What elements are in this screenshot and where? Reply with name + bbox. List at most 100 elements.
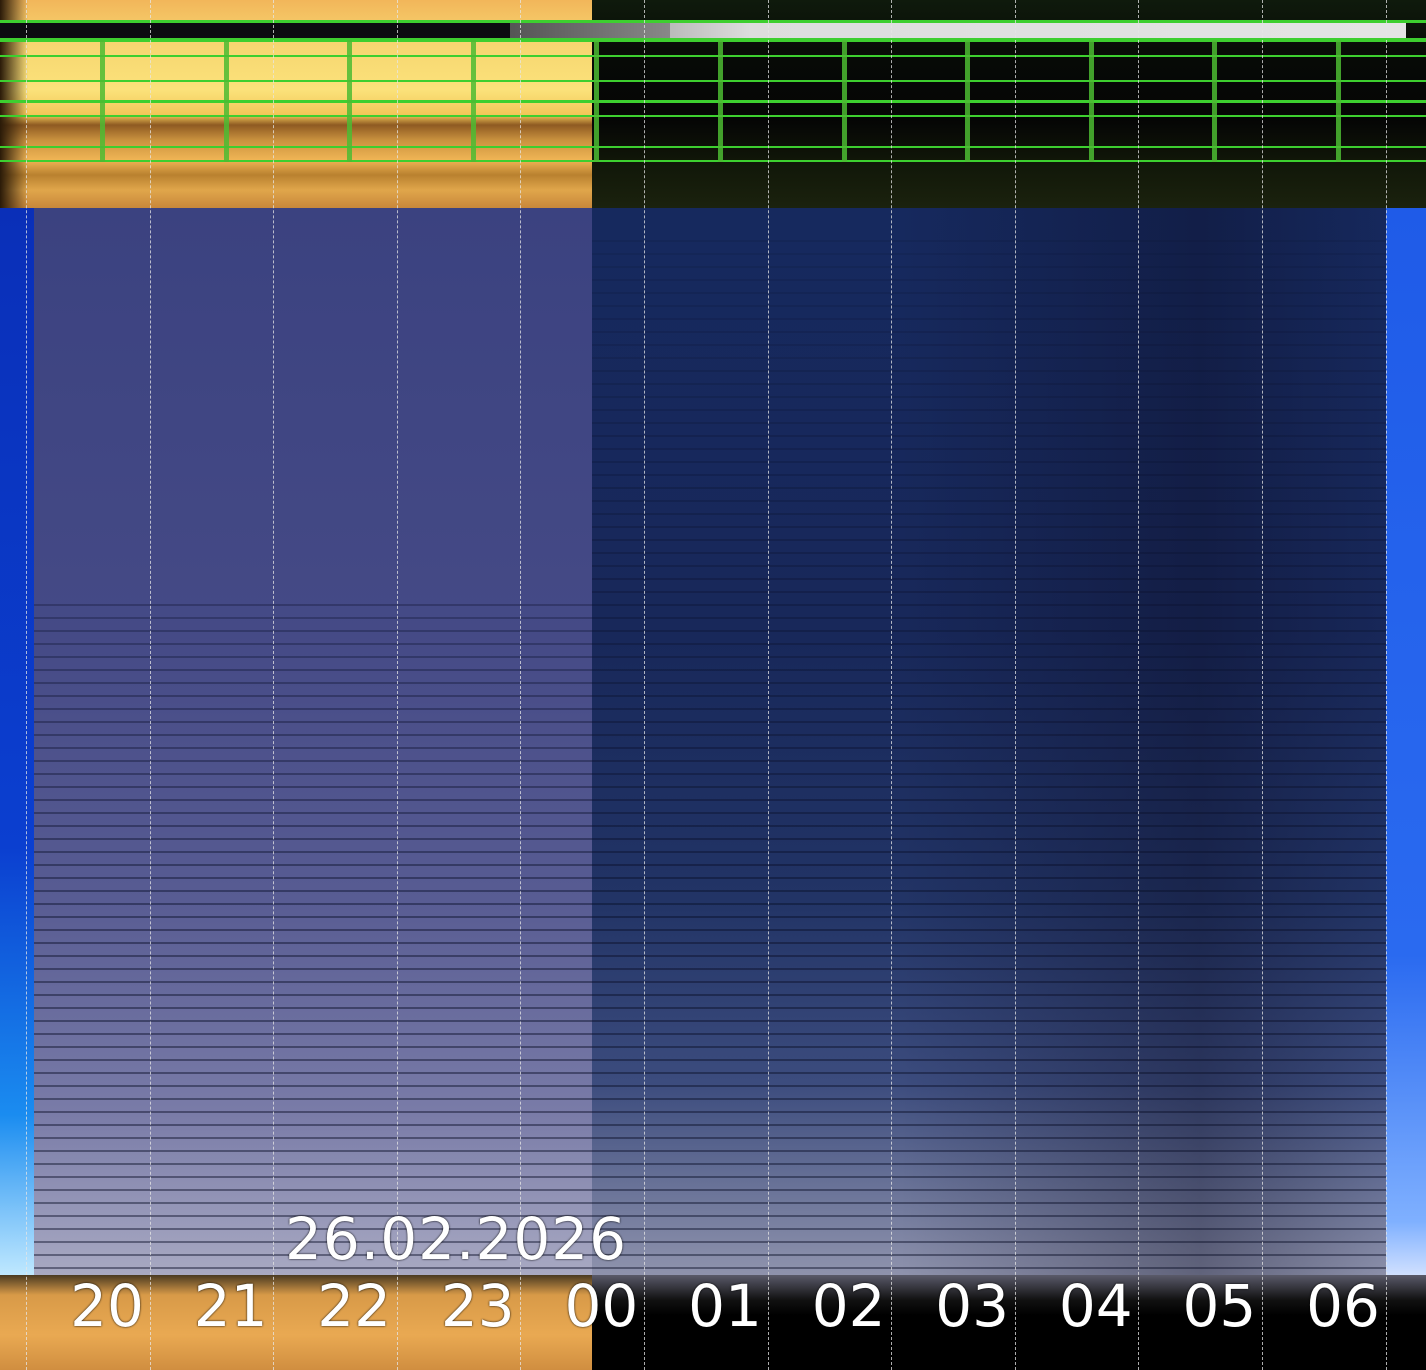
sky-streak <box>0 1072 1426 1074</box>
date-label: 26.02.2026 <box>285 1205 628 1273</box>
grid-tick <box>1336 40 1341 162</box>
sky-streak <box>0 1007 1426 1009</box>
hour-gridline <box>273 0 275 1370</box>
sky-streak <box>0 1124 1426 1126</box>
hour-label: 21 <box>193 1272 268 1340</box>
sky-streak <box>0 916 1426 918</box>
sky-streak <box>0 1215 1426 1217</box>
sky-streak <box>592 344 1426 346</box>
sky-streak <box>0 1202 1426 1204</box>
sky-streak <box>0 708 1426 710</box>
sky-streak <box>0 682 1426 684</box>
sky-streak <box>592 565 1426 567</box>
hour-gridline <box>520 0 522 1370</box>
sky-streak <box>592 474 1426 476</box>
sky-streak <box>0 851 1426 853</box>
grid-tick <box>841 40 847 162</box>
sky-streak <box>592 513 1426 515</box>
sky-streak <box>0 994 1426 996</box>
hour-gridline <box>891 0 893 1370</box>
hour-gridline <box>644 0 645 1370</box>
sky-streak <box>592 279 1426 281</box>
sky-streak <box>592 448 1426 450</box>
sky-streak <box>0 890 1426 892</box>
sky-streak <box>0 1176 1426 1178</box>
bottom-night-band <box>592 1275 1426 1370</box>
hour-label: 02 <box>811 1272 886 1340</box>
sky-streak <box>0 903 1426 905</box>
sky-streak <box>592 357 1426 359</box>
hour-label: 05 <box>1182 1272 1257 1340</box>
sky-streak <box>0 929 1426 931</box>
sky-streak <box>592 435 1426 437</box>
sky-streak <box>0 942 1426 944</box>
sky-streak <box>0 656 1426 658</box>
grid-tick <box>100 40 105 162</box>
sky-streak <box>0 1020 1426 1022</box>
twilight-sky-region <box>0 208 592 1275</box>
grid-tick <box>223 40 229 162</box>
sky-streak <box>592 331 1426 333</box>
sky-streak <box>0 1046 1426 1048</box>
sky-streak <box>0 773 1426 775</box>
sky-streak <box>0 1241 1426 1243</box>
sky-streak <box>0 1111 1426 1113</box>
hour-gridline <box>767 0 769 1370</box>
status-bar-transition <box>510 22 670 39</box>
sky-streak <box>0 981 1426 983</box>
grid-tick <box>347 40 353 162</box>
grid-line <box>0 146 1426 148</box>
hour-label: 00 <box>564 1272 639 1340</box>
sky-streak <box>0 955 1426 957</box>
hour-label: 22 <box>317 1272 392 1340</box>
sky-streak <box>0 747 1426 749</box>
sky-streak <box>0 1267 1426 1269</box>
sky-streak <box>592 552 1426 554</box>
hour-label: 20 <box>70 1272 144 1340</box>
grid-tick <box>965 40 971 162</box>
sky-streak <box>592 292 1426 294</box>
status-bar-light <box>670 22 1406 39</box>
sky-streak <box>592 461 1426 463</box>
sky-streak <box>0 734 1426 736</box>
sky-streak <box>0 877 1426 879</box>
sky-streak <box>592 487 1426 489</box>
sky-shading <box>900 208 1400 1275</box>
sky-streak <box>0 1098 1426 1100</box>
sky-streak <box>0 1163 1426 1165</box>
sky-streak <box>592 409 1426 411</box>
sky-streak <box>0 643 1426 645</box>
grid-tick <box>594 40 600 162</box>
hour-gridline <box>149 0 151 1370</box>
sky-streak <box>592 396 1426 398</box>
night-sky-region <box>592 208 1426 1275</box>
sky-streak <box>0 669 1426 671</box>
right-blue-edge <box>1386 208 1426 1275</box>
sky-streak <box>592 305 1426 307</box>
sky-streak <box>0 630 1426 632</box>
grid-line <box>0 38 1426 42</box>
sky-streak <box>0 721 1426 723</box>
sky-streak <box>0 838 1426 840</box>
sky-streak <box>592 526 1426 528</box>
left-blue-edge <box>0 208 34 1275</box>
grid-tick <box>470 40 476 162</box>
sky-streak <box>592 370 1426 372</box>
sky-streak <box>592 318 1426 320</box>
hour-label: 06 <box>1306 1272 1380 1340</box>
hour-label: 23 <box>440 1272 515 1340</box>
sky-streak <box>0 1150 1426 1152</box>
sky-streak <box>0 786 1426 788</box>
sky-streak <box>0 864 1426 866</box>
sky-streak <box>0 695 1426 697</box>
sky-streak <box>0 1189 1426 1191</box>
hour-gridline <box>1385 0 1387 1370</box>
hour-gridline <box>1138 0 1140 1370</box>
grid-tick <box>1212 40 1218 162</box>
hour-gridline <box>26 0 27 1370</box>
sky-streak <box>0 812 1426 814</box>
sky-streak <box>0 760 1426 762</box>
bottom-day-band <box>0 1275 592 1370</box>
grid-line <box>0 100 1426 103</box>
sky-streak <box>592 591 1426 593</box>
